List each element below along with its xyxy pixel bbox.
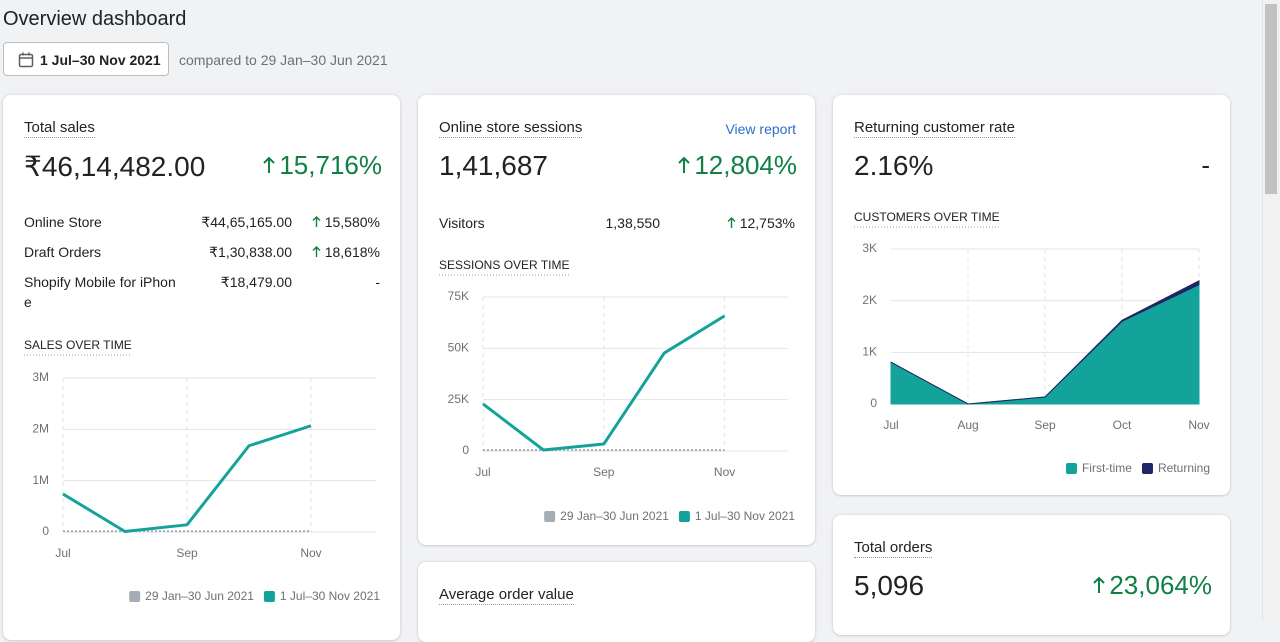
y-tick-label: 2K bbox=[862, 293, 877, 307]
card-title: Total orders bbox=[854, 539, 933, 558]
card-title: Total sales bbox=[24, 119, 95, 138]
x-tick-label: Jul bbox=[475, 465, 490, 479]
change-text: 12,753% bbox=[739, 215, 795, 231]
date-range-button[interactable]: 1 Jul–30 Nov 2021 bbox=[3, 42, 169, 76]
card-change: 15,716% bbox=[262, 150, 382, 181]
sessions-card: Online store sessions View report 1,41,6… bbox=[418, 95, 815, 545]
x-tick-label: Sep bbox=[593, 465, 615, 479]
row-name: Online Store bbox=[24, 214, 102, 230]
x-tick-label: Nov bbox=[1188, 418, 1209, 432]
legend-label: 29 Jan–30 Jun 2021 bbox=[145, 589, 254, 603]
legend-label: Returning bbox=[1158, 461, 1210, 475]
change-text: 23,064% bbox=[1109, 570, 1212, 600]
chart: CUSTOMERS OVER TIME 0 1K 2K 3K Jul Aug Sep Oct No… bbox=[854, 210, 1210, 475]
up-arrow bbox=[678, 156, 691, 173]
x-tick-label: Jul bbox=[55, 546, 70, 560]
legend-label: First-time bbox=[1082, 461, 1132, 475]
x-tick-label: Nov bbox=[300, 546, 321, 560]
y-tick-label: 1M bbox=[32, 473, 49, 487]
legend-label: 29 Jan–30 Jun 2021 bbox=[560, 509, 669, 523]
y-tick-label: 25K bbox=[448, 392, 469, 406]
y-tick-label: 75K bbox=[448, 289, 469, 303]
card-change: 12,804% bbox=[677, 150, 797, 181]
chart: SESSIONS OVER TIME 0 25K 50K 75K Jul Sep Nov 1 J… bbox=[439, 258, 795, 523]
change-text: 15,580% bbox=[324, 214, 380, 230]
card-value: ₹46,14,482.00 bbox=[24, 151, 206, 182]
row-value: 1,38,550 bbox=[605, 215, 661, 231]
area-series bbox=[890, 279, 1200, 405]
card-change: 23,064% bbox=[1092, 570, 1212, 601]
x-tick-label: Nov bbox=[714, 465, 735, 479]
line-series bbox=[62, 424, 312, 533]
chart-title: SESSIONS OVER TIME bbox=[439, 258, 569, 272]
row-value: ₹1,30,838.00 bbox=[209, 244, 292, 260]
row-name: Visitors bbox=[439, 215, 485, 231]
x-tick-label: Sep bbox=[176, 546, 198, 560]
x-tick-label: Jul bbox=[883, 418, 898, 432]
y-tick-label: 3K bbox=[862, 241, 877, 255]
card-value: 1,41,687 bbox=[439, 150, 548, 181]
up-arrow bbox=[312, 216, 321, 227]
row-change: 18,618% bbox=[312, 244, 380, 260]
legend-label: 1 Jul–30 Nov 2021 bbox=[695, 509, 795, 523]
card-change: - bbox=[1201, 150, 1210, 180]
legend-swatch bbox=[544, 511, 556, 522]
row-change: 15,580% bbox=[312, 214, 380, 230]
card-title: Returning customer rate bbox=[854, 119, 1015, 138]
up-arrow bbox=[263, 156, 276, 173]
up-arrow bbox=[312, 246, 321, 257]
calendar-icon bbox=[18, 52, 34, 68]
y-tick-label: 1K bbox=[862, 345, 877, 359]
chart-title: SALES OVER TIME bbox=[24, 338, 132, 352]
legend-swatch bbox=[263, 591, 275, 602]
change-text: 18,618% bbox=[324, 244, 380, 260]
y-tick-label: 0 bbox=[870, 396, 877, 410]
chart-title: CUSTOMERS OVER TIME bbox=[854, 210, 1000, 224]
x-tick-label: Oct bbox=[1113, 418, 1132, 432]
x-tick-label: Aug bbox=[957, 418, 978, 432]
comparison-text: compared to 29 Jan–30 Jun 2021 bbox=[179, 52, 388, 68]
y-tick-label: 0 bbox=[462, 443, 469, 457]
line-series bbox=[482, 314, 726, 452]
legend-swatch bbox=[129, 591, 141, 602]
legend-swatch bbox=[678, 511, 690, 522]
page-title: Overview dashboard bbox=[3, 8, 187, 30]
row-name: Draft Orders bbox=[24, 244, 102, 260]
change-text: 12,804% bbox=[694, 150, 797, 180]
y-tick-label: 0 bbox=[42, 524, 49, 538]
row-value: ₹44,65,165.00 bbox=[201, 214, 292, 230]
legend-label: 1 Jul–30 Nov 2021 bbox=[280, 589, 380, 603]
date-range: 1 Jul–30 Nov 2021 bbox=[40, 52, 161, 68]
page: Overview dashboard 1 Jul–30 Nov 2021 com… bbox=[3, 0, 1277, 642]
row-change: - bbox=[375, 274, 380, 290]
view-report-link[interactable]: View report bbox=[725, 121, 796, 137]
change-text: - bbox=[375, 274, 380, 290]
legend-swatch bbox=[1141, 463, 1153, 474]
row-change: 12,753% bbox=[727, 215, 795, 231]
x-tick-label: Sep bbox=[1034, 418, 1056, 432]
card-value: 2.16% bbox=[854, 150, 934, 181]
returning-card: Returning customer rate 2.16% - bbox=[833, 95, 1230, 495]
row-value: ₹18,479.00 bbox=[220, 274, 292, 290]
y-tick-label: 3M bbox=[32, 370, 49, 384]
y-tick-label: 2M bbox=[32, 422, 49, 436]
card-value: 5,096 bbox=[854, 570, 925, 601]
card-title: Online store sessions bbox=[439, 119, 583, 138]
legend-swatch bbox=[1065, 463, 1077, 474]
aov-card: Average order value bbox=[418, 562, 815, 642]
row-name: Shopify Mobile for iPhone bbox=[24, 274, 176, 310]
up-arrow bbox=[727, 217, 736, 228]
up-arrow bbox=[1093, 576, 1106, 593]
scrollbar-thumb[interactable] bbox=[1265, 4, 1277, 194]
y-tick-label: 50K bbox=[448, 341, 469, 355]
card-title: Average order value bbox=[439, 586, 574, 605]
chart: SALES OVER TIME 0 1M 2M 3M Jul Sep Nov 1 Jul–30 … bbox=[24, 338, 380, 603]
total-orders-card: Total orders 5,096 23,064% bbox=[833, 515, 1230, 635]
change-text: 15,716% bbox=[279, 150, 382, 180]
total-sales-card: Total sales ₹46,14,482.00 15,716% Online… bbox=[3, 95, 400, 640]
